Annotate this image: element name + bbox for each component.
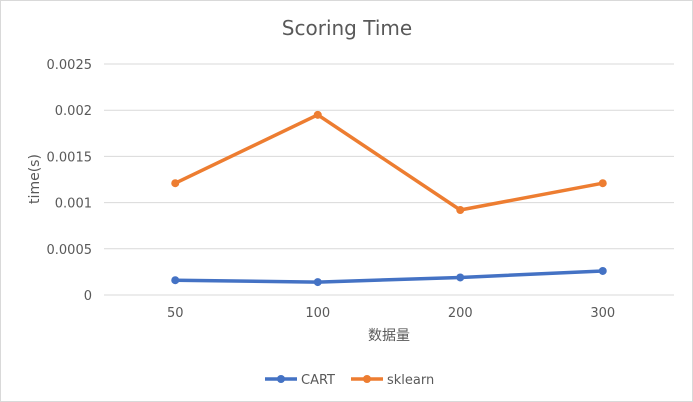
y-tick-label: 0.0015: [47, 150, 93, 165]
legend-marker: [277, 375, 285, 383]
y-tick-label: 0: [84, 289, 92, 304]
legend-label: sklearn: [387, 373, 434, 388]
legend: CART sklearn: [265, 373, 434, 388]
x-axis-ticks: 50 100 200 300: [167, 306, 615, 321]
gridlines: [104, 63, 674, 296]
data-point: [598, 266, 607, 275]
legend-item-sklearn: sklearn: [351, 373, 434, 388]
y-axis-label: time(s): [27, 154, 43, 204]
y-tick-label: 0.0005: [47, 243, 93, 258]
y-tick-label: 0.002: [55, 104, 92, 119]
x-tick-label: 100: [305, 306, 330, 321]
x-axis-label: 数据量: [368, 328, 410, 344]
y-axis-ticks: 0 0.0005 0.001 0.0015 0.002 0.0025: [47, 58, 93, 304]
x-tick-label: 50: [167, 306, 184, 321]
legend-item-cart: CART: [265, 373, 335, 388]
data-point: [313, 278, 322, 287]
legend-label: CART: [301, 373, 335, 388]
data-point: [171, 276, 180, 285]
legend-marker: [363, 375, 371, 383]
chart-title: Scoring Time: [282, 16, 412, 40]
data-point: [313, 110, 322, 119]
data-point: [456, 273, 465, 282]
data-point: [598, 179, 607, 188]
series-group: [171, 110, 607, 287]
series-line: [173, 113, 605, 212]
data-point: [456, 205, 465, 214]
y-tick-label: 0.0025: [47, 58, 93, 73]
y-tick-label: 0.001: [55, 197, 92, 212]
data-point: [171, 179, 180, 188]
series-sklearn: [171, 110, 607, 214]
x-tick-label: 300: [590, 306, 615, 321]
series-line: [173, 269, 605, 284]
series-cart: [171, 266, 607, 287]
x-tick-label: 200: [448, 306, 473, 321]
